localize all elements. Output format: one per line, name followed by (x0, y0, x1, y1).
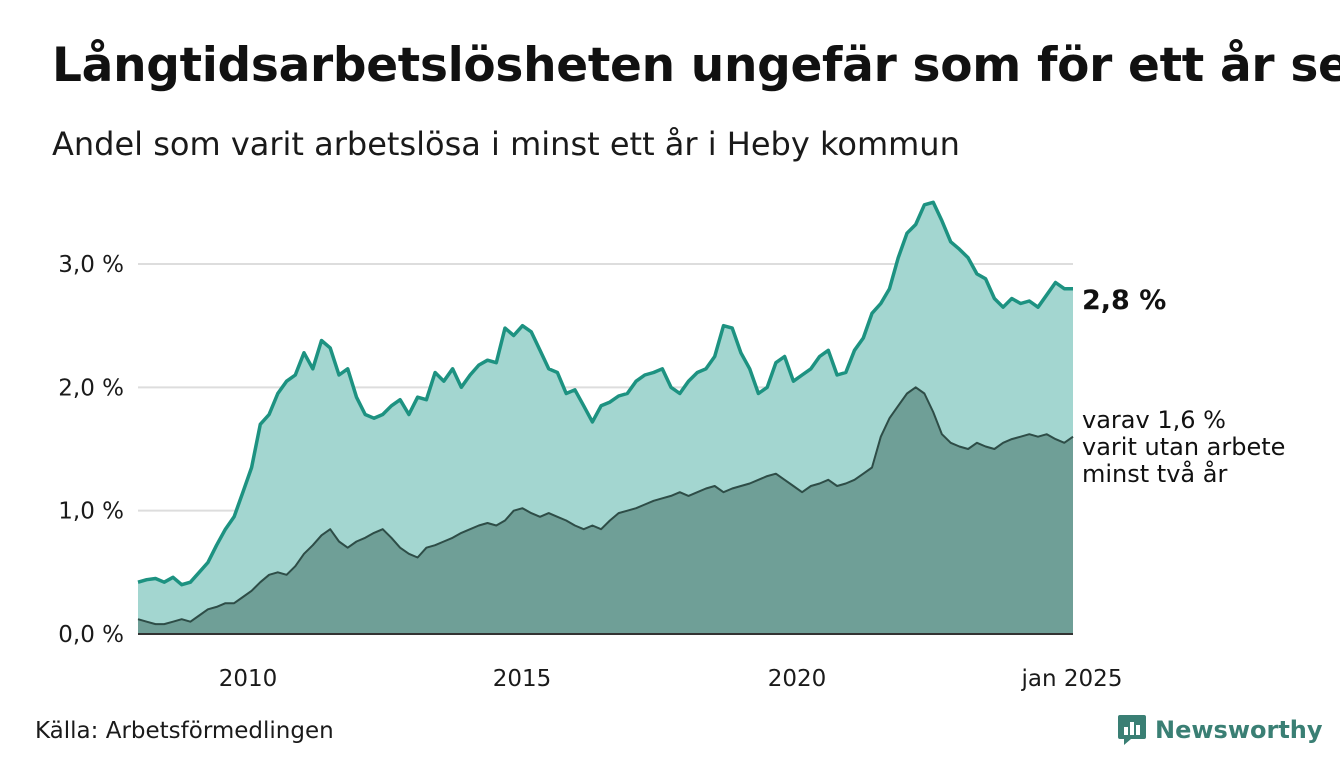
y-axis-ticks: 0,0 % 1,0 % 2,0 % 3,0 % (58, 252, 124, 648)
brand-logo: Newsworthy (1117, 713, 1323, 747)
y-tick-label: 0,0 % (58, 622, 124, 648)
x-tick-label: 2020 (768, 666, 827, 692)
newsworthy-icon (1118, 715, 1146, 745)
note-line: varit utan arbete (1082, 433, 1285, 461)
series-lines (137, 200, 1074, 626)
note-label: varav 1,6 % varit utan arbete minst två år (1082, 406, 1285, 488)
line-minst-tva-ar (137, 386, 1074, 626)
x-axis-ticks: 2010 2015 2020 jan 2025 (219, 666, 1123, 692)
x-tick-label: 2015 (493, 666, 552, 692)
line-minst-ett-ar (137, 200, 1073, 587)
end-value-label: 2,8 % (1082, 285, 1166, 316)
note-line: varav 1,6 % (1082, 406, 1226, 434)
chart-title: Långtidsarbetslösheten ungefär som för e… (52, 38, 1340, 93)
chart-subtitle: Andel som varit arbetslösa i minst ett å… (52, 125, 960, 163)
area-minst-tva-ar (138, 387, 1073, 634)
note-line: minst två år (1082, 459, 1227, 488)
x-tick-label: 2010 (219, 666, 278, 692)
x-tick-label: jan 2025 (1021, 666, 1123, 692)
source-label: Källa: Arbetsförmedlingen (35, 718, 334, 744)
areas (138, 202, 1073, 635)
y-tick-label: 1,0 % (58, 499, 124, 525)
y-tick-label: 3,0 % (58, 252, 124, 278)
brand-name: Newsworthy (1155, 716, 1323, 744)
y-tick-label: 2,0 % (58, 375, 124, 401)
